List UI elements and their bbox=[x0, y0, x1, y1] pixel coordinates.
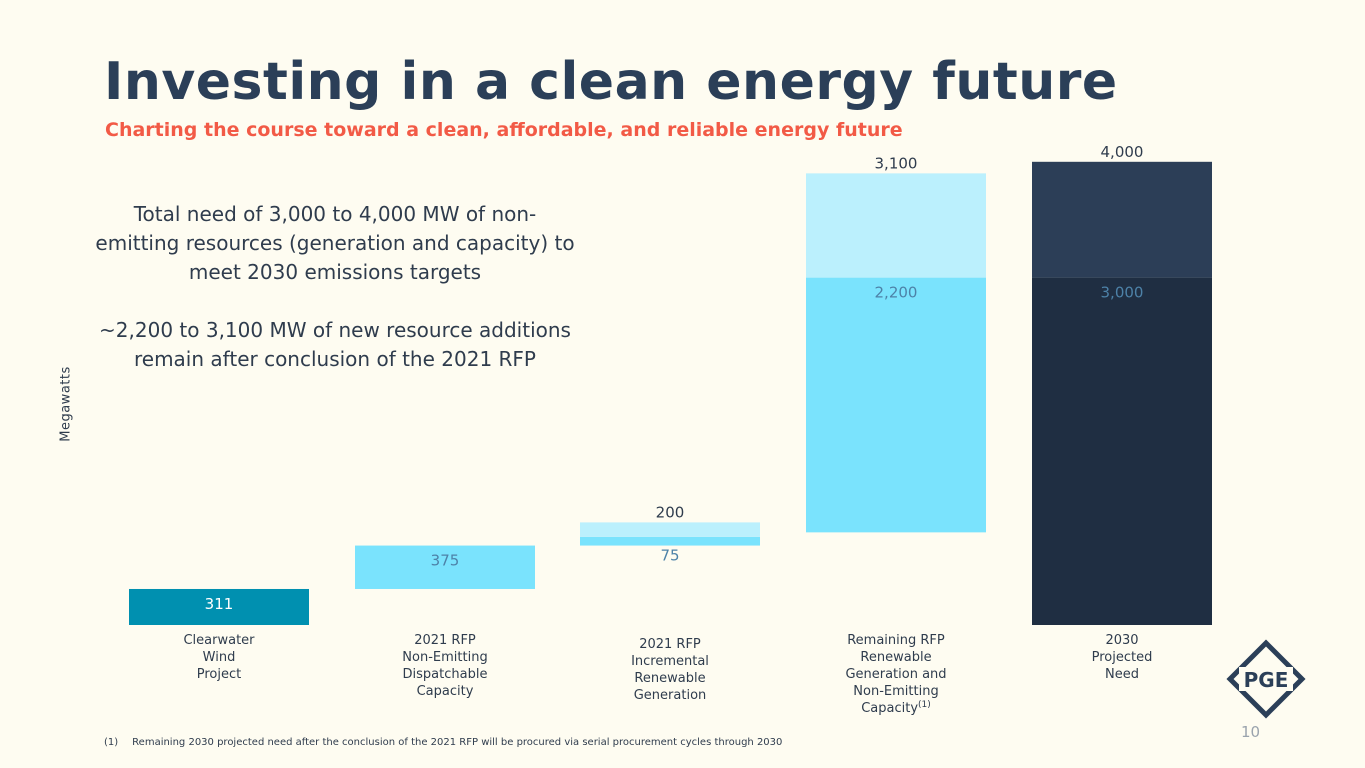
callout-remaining: ~2,200 to 3,100 MW of new resource addit… bbox=[99, 318, 571, 371]
bar-segment-7 bbox=[1032, 161, 1212, 278]
bar-value-label-4: 2,200 bbox=[875, 284, 918, 302]
category-label-4: 2030 Projected Need bbox=[1092, 633, 1153, 682]
bar-segment-2 bbox=[580, 536, 760, 546]
page-subtitle: Charting the course toward a clean, affo… bbox=[105, 119, 903, 141]
footnote-marker: (1) bbox=[104, 737, 119, 748]
category-label-1: 2021 RFP Non-Emitting Dispatchable Capacity bbox=[402, 633, 487, 699]
logo-text: PGE bbox=[1244, 668, 1289, 692]
bar-segment-6 bbox=[1032, 277, 1212, 625]
bar-value-label-2: 75 bbox=[660, 547, 679, 565]
bar-value-label-5: 3,100 bbox=[875, 154, 918, 172]
footnote-text: Remaining 2030 projected need after the … bbox=[132, 737, 783, 748]
bar-value-label-3: 200 bbox=[656, 503, 685, 521]
bar-value-label-0: 311 bbox=[205, 595, 234, 613]
footnote: (1) Remaining 2030 projected need after t… bbox=[104, 737, 782, 748]
pge-logo: PGE bbox=[1226, 639, 1306, 719]
bar-value-label-6: 3,000 bbox=[1101, 284, 1144, 302]
bar-segment-1 bbox=[355, 545, 535, 589]
callout-text: Total need of 3,000 to 4,000 MW of non-e… bbox=[95, 200, 575, 374]
bar-value-label-7: 4,000 bbox=[1101, 143, 1144, 161]
category-label-2: 2021 RFP Incremental Renewable Generation bbox=[631, 637, 709, 703]
page-title: Investing in a clean energy future bbox=[104, 52, 1118, 112]
bar-segment-0 bbox=[129, 588, 309, 625]
category-label-0: Clearwater Wind Project bbox=[183, 633, 255, 682]
bar-segment-3 bbox=[580, 522, 760, 537]
bar-value-label-1: 375 bbox=[431, 552, 460, 570]
category-label-3: Remaining RFP Renewable Generation and Non-… bbox=[845, 633, 946, 716]
bar-segment-5 bbox=[806, 173, 986, 278]
logo-text-backdrop bbox=[1239, 667, 1293, 691]
page-number: 10 bbox=[1241, 723, 1261, 741]
callout-total-need: Total need of 3,000 to 4,000 MW of non-e… bbox=[95, 202, 575, 284]
bar-segment-4 bbox=[806, 277, 986, 533]
